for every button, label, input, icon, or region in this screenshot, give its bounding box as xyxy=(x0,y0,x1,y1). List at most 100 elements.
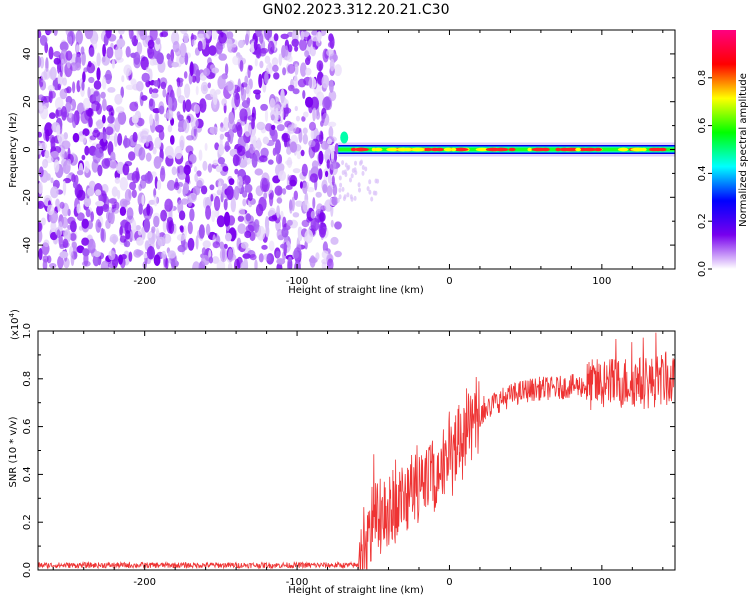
noise-cell xyxy=(38,248,43,261)
noise-cell xyxy=(119,206,127,216)
y-tick-label: 1.0 xyxy=(22,323,33,339)
snr-series-line xyxy=(38,332,675,570)
noise-cell xyxy=(105,219,111,229)
noise-cell xyxy=(92,254,100,267)
noise-cell xyxy=(240,241,249,249)
signal-peak xyxy=(443,147,453,152)
noise-cell xyxy=(200,81,209,95)
noise-cell xyxy=(81,51,86,66)
noise-cell xyxy=(201,247,206,256)
x-tick-label: 0 xyxy=(446,577,452,588)
noise-cell xyxy=(271,124,276,131)
signal-peak xyxy=(619,147,629,152)
noise-cell xyxy=(315,110,321,120)
noise-cell xyxy=(38,141,43,155)
noise-cell xyxy=(115,106,125,113)
noise-cell xyxy=(183,118,190,134)
noise-cell xyxy=(336,197,340,203)
noise-cell xyxy=(259,60,264,69)
noise-cell xyxy=(61,216,69,229)
noise-cell xyxy=(102,76,107,90)
noise-cell xyxy=(138,147,146,161)
colorbar-tick-label: 0.0 xyxy=(697,261,708,277)
noise-cell xyxy=(135,81,144,92)
colorbar: 0.0 0.2 0.4 0.6 0.8 Normalized spectral ampl… xyxy=(697,30,749,277)
noise-cell xyxy=(253,89,261,95)
noise-cell xyxy=(321,113,330,126)
x-tick-label: -200 xyxy=(133,276,156,287)
noise-cell xyxy=(140,95,148,101)
noise-cell xyxy=(228,178,235,186)
noise-cell xyxy=(280,33,289,40)
noise-cell xyxy=(186,135,194,141)
signal-peak xyxy=(630,147,647,152)
noise-cell xyxy=(119,235,127,243)
noise-cell xyxy=(327,41,334,48)
noise-cell xyxy=(214,142,220,151)
noise-cell xyxy=(359,160,362,166)
noise-cell xyxy=(48,46,54,60)
noise-cell xyxy=(279,106,285,121)
noise-cell xyxy=(226,185,234,201)
noise-cell xyxy=(102,114,106,124)
noise-cell xyxy=(185,145,194,154)
noise-cell xyxy=(92,129,101,138)
noise-cell xyxy=(239,60,244,72)
noise-cell xyxy=(309,173,319,183)
noise-cell xyxy=(118,254,123,265)
noise-cell xyxy=(293,190,298,201)
noise-cell xyxy=(49,112,56,119)
noise-cell xyxy=(151,92,159,99)
noise-cell xyxy=(125,84,134,91)
noise-cell xyxy=(203,68,211,77)
noise-cell xyxy=(175,48,181,57)
x-tick-label: -100 xyxy=(286,276,309,287)
noise-cell xyxy=(191,39,196,46)
noise-cell xyxy=(327,138,332,145)
noise-cell xyxy=(259,155,268,163)
noise-cell xyxy=(361,165,365,170)
noise-cell xyxy=(302,90,306,99)
noise-cell xyxy=(185,173,190,185)
noise-cell xyxy=(294,45,299,52)
noise-cell xyxy=(230,197,236,213)
signal-onset xyxy=(340,131,349,144)
signal-peak xyxy=(485,147,501,152)
noise-cell xyxy=(244,230,252,239)
noise-cell xyxy=(71,174,76,183)
noise-cell xyxy=(167,250,176,259)
noise-cell xyxy=(82,71,86,83)
noise-cell xyxy=(179,42,187,58)
noise-cell xyxy=(211,210,216,223)
noise-cell xyxy=(97,221,102,228)
noise-cell xyxy=(153,80,160,87)
noise-cell xyxy=(84,30,94,40)
noise-cell xyxy=(130,78,137,86)
noise-cell xyxy=(192,261,201,269)
noise-cell xyxy=(106,46,114,59)
noise-cell xyxy=(153,215,160,228)
noise-cell xyxy=(45,30,53,35)
noise-cell xyxy=(88,76,95,84)
signal-peak xyxy=(658,147,667,152)
noise-cell xyxy=(318,222,327,235)
noise-cell xyxy=(171,259,176,269)
noise-cell xyxy=(331,196,339,206)
noise-cell xyxy=(40,217,46,226)
noise-cell xyxy=(155,112,160,127)
noise-cell xyxy=(302,127,308,135)
noise-cell xyxy=(53,159,60,173)
noise-cell xyxy=(256,121,266,131)
noise-cell xyxy=(47,84,55,92)
noise-cell xyxy=(347,164,351,170)
noise-cell xyxy=(284,45,289,57)
noise-cell xyxy=(191,75,197,83)
noise-cell xyxy=(95,200,105,207)
noise-cell xyxy=(195,85,199,96)
noise-cell xyxy=(237,78,241,93)
colorbar-label: Normalized spectral amplitude xyxy=(738,73,749,227)
noise-cell xyxy=(93,80,102,90)
noise-cell xyxy=(326,159,331,169)
noise-cell xyxy=(160,209,168,222)
noise-cell xyxy=(143,253,148,259)
